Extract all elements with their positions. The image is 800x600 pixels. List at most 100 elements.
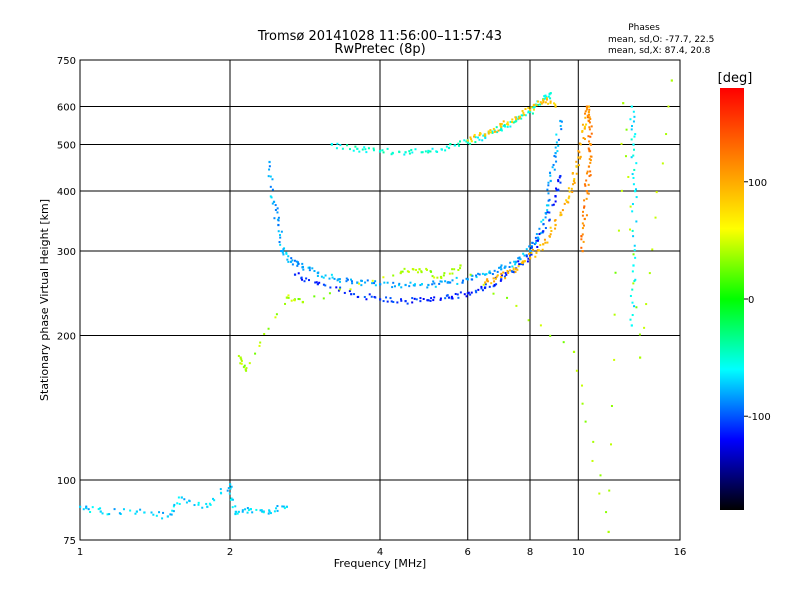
data-point (390, 300, 393, 303)
data-point (281, 251, 284, 254)
data-point (337, 278, 340, 281)
data-point (585, 172, 588, 175)
data-point (459, 140, 462, 143)
data-point (273, 217, 276, 220)
data-point (629, 118, 632, 121)
data-point (270, 196, 273, 199)
grid-lines (79, 59, 681, 541)
data-point (438, 282, 441, 285)
data-point (575, 160, 578, 163)
data-point (584, 112, 587, 115)
data-point (520, 261, 523, 264)
data-point (449, 281, 452, 284)
data-point (143, 511, 146, 514)
data-point (518, 117, 521, 120)
data-point (230, 497, 233, 500)
data-point (632, 253, 635, 256)
data-point (279, 236, 282, 239)
data-point (484, 283, 487, 286)
data-point (539, 101, 542, 104)
data-point (522, 252, 525, 255)
data-point (113, 508, 116, 511)
data-point (515, 268, 518, 271)
data-point (630, 156, 633, 159)
data-point (487, 130, 490, 133)
data-point (449, 143, 452, 146)
data-point (587, 135, 590, 138)
data-point (454, 292, 457, 295)
data-point (481, 289, 484, 292)
data-point (419, 297, 422, 300)
data-point (555, 189, 558, 192)
data-point (465, 295, 468, 298)
data-point (567, 197, 570, 200)
data-point (237, 510, 240, 513)
data-point (87, 508, 90, 511)
data-point (391, 152, 394, 155)
data-point (269, 175, 272, 178)
y-tick-label: 750 (57, 56, 76, 67)
data-point (544, 216, 547, 219)
data-point (254, 352, 257, 355)
data-point (303, 280, 306, 283)
data-point (411, 297, 414, 300)
data-point (433, 296, 436, 299)
data-point (549, 92, 552, 95)
data-point (536, 249, 539, 252)
data-point (548, 218, 551, 221)
data-point (544, 212, 547, 215)
data-point (434, 285, 437, 288)
data-point (185, 501, 188, 504)
colorbar-label: [deg] (718, 71, 753, 86)
data-point (631, 203, 634, 206)
data-point (624, 155, 627, 158)
data-point (500, 278, 503, 281)
data-point (308, 266, 311, 269)
data-point (632, 110, 635, 113)
data-point (581, 222, 584, 225)
data-point (496, 270, 499, 273)
data-point (530, 246, 533, 249)
data-point (275, 313, 278, 316)
data-point (584, 116, 587, 119)
data-point (632, 143, 635, 146)
data-point (448, 272, 451, 275)
data-point (297, 272, 300, 275)
data-point (446, 294, 449, 297)
data-point (588, 150, 591, 153)
data-point (536, 236, 540, 239)
data-point (627, 175, 630, 178)
data-point (633, 168, 636, 171)
data-point (89, 511, 92, 514)
data-point (544, 97, 547, 100)
data-point (514, 116, 517, 119)
data-point (228, 492, 231, 495)
data-point (540, 102, 543, 105)
data-point (558, 176, 561, 179)
y-tick-label: 600 (57, 103, 76, 114)
data-point (79, 505, 82, 508)
data-point (406, 270, 409, 273)
data-point (581, 123, 584, 126)
data-point (445, 145, 448, 148)
data-point (559, 125, 562, 128)
data-point (504, 265, 507, 268)
data-point (297, 262, 300, 265)
data-point (527, 257, 530, 260)
data-point (586, 114, 589, 117)
data-point (500, 275, 503, 279)
data-point (583, 217, 586, 221)
data-point (535, 239, 538, 242)
data-point (512, 268, 515, 271)
data-point (349, 288, 352, 291)
data-point (511, 121, 514, 124)
data-point (320, 275, 323, 278)
y-tick-label: 300 (57, 247, 76, 258)
data-point (525, 254, 528, 257)
data-point (411, 151, 414, 154)
chart-title: Tromsø 20141028 11:56:00–11:57:43 (257, 29, 502, 44)
data-point (559, 214, 562, 217)
data-point (588, 121, 591, 124)
data-point (419, 300, 422, 303)
data-point (549, 179, 552, 183)
